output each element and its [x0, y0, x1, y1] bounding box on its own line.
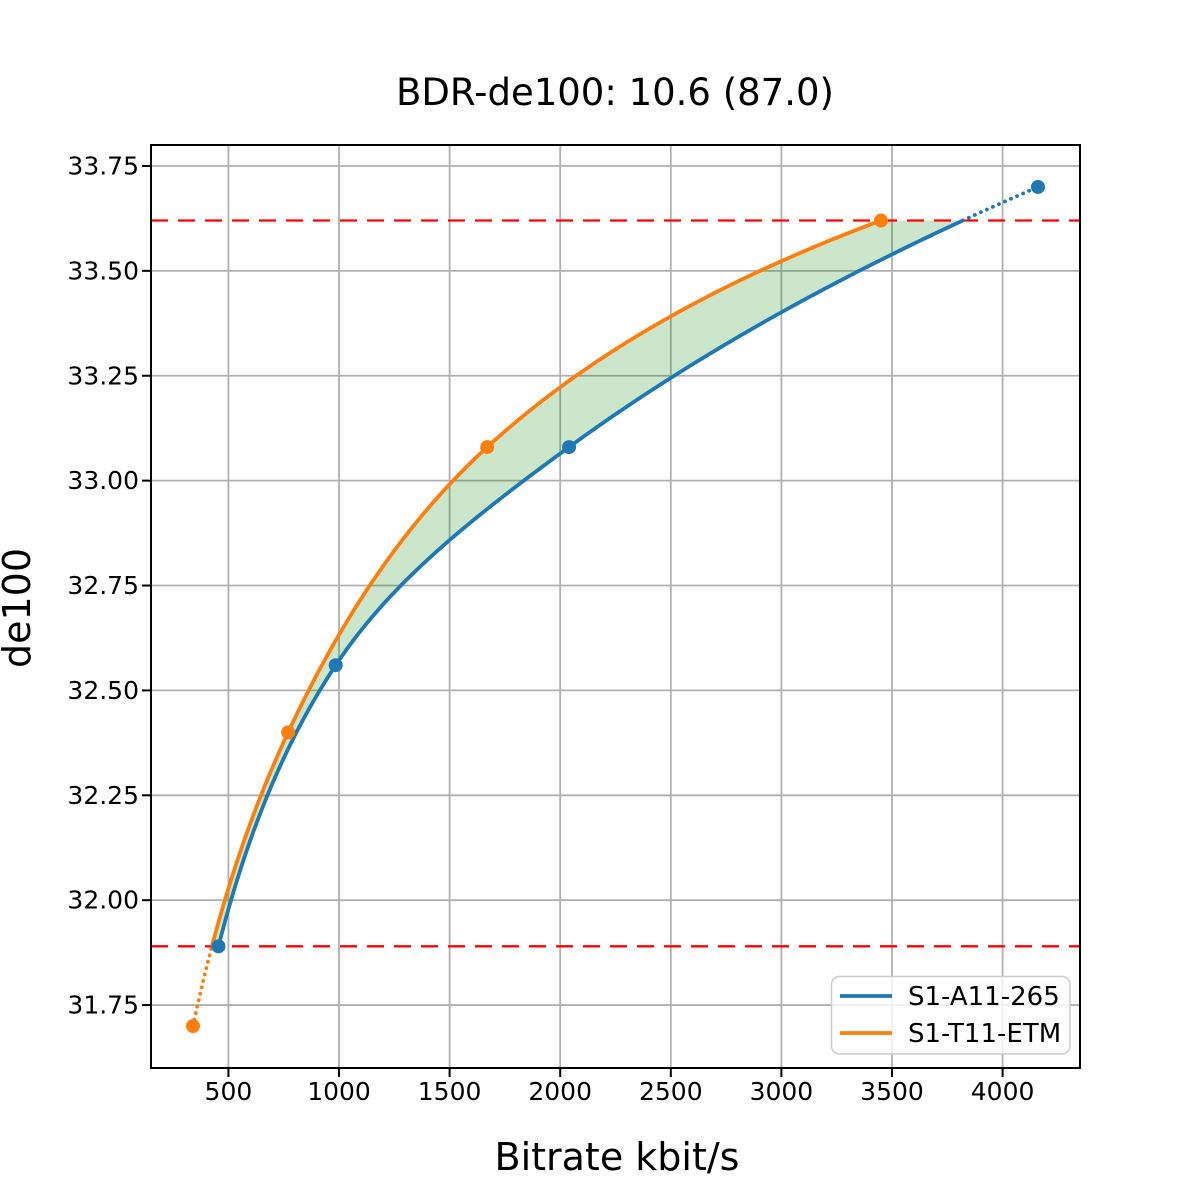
x-tick-label: 4000 — [971, 1077, 1035, 1106]
legend: S1-A11-265 S1-T11-ETM — [830, 975, 1071, 1055]
s1-t11-etm-curve — [210, 218, 882, 947]
y-tick-label: 32.25 — [67, 781, 139, 810]
x-tick-label: 2500 — [639, 1077, 703, 1106]
y-tick-label: 33.75 — [67, 151, 139, 180]
y-tick-label: 32.50 — [67, 676, 139, 705]
s1-a11-265-marker — [211, 939, 226, 954]
chart-title: BDR-de100: 10.6 (87.0) — [396, 71, 834, 114]
s1-t11-etm-curve-dotted — [191, 944, 214, 1028]
s1-a11-265-marker — [1030, 179, 1045, 194]
s1-a11-265-curve-dotted — [960, 185, 1040, 223]
x-tick-label: 1500 — [418, 1077, 482, 1106]
x-tick-label: 3000 — [750, 1077, 814, 1106]
s1-a11-265-marker — [328, 658, 343, 673]
axis-ticks — [142, 164, 1004, 1077]
s1-t11-etm-marker — [873, 213, 888, 228]
y-tick-label: 33.50 — [67, 256, 139, 285]
s1-a11-265-curve — [216, 218, 964, 947]
y-tick-label: 33.00 — [67, 466, 139, 495]
series-curves — [191, 185, 1040, 1028]
s1-a11-265-marker — [562, 440, 577, 455]
s1-t11-etm-marker — [186, 1019, 201, 1034]
legend-label-s1-t11-etm: S1-T11-ETM — [908, 1019, 1061, 1049]
series-markers — [186, 179, 1045, 1034]
y-tick-label: 31.75 — [67, 991, 139, 1020]
bd-fill-polygon — [211, 220, 963, 947]
s1-t11-etm-marker — [281, 725, 296, 740]
reference-hlines — [151, 219, 1080, 948]
legend-label-s1-a11-265: S1-A11-265 — [908, 982, 1060, 1012]
plot-frame — [150, 144, 1081, 1069]
y-tick-label: 32.75 — [67, 571, 139, 600]
grid-lines — [151, 145, 1080, 1068]
y-tick-label: 33.25 — [67, 361, 139, 390]
axis-tick-labels: 500 1000 1500 2000 2500 3000 3500 4000 31.75 32.0… — [67, 151, 1034, 1106]
x-tick-label: 2000 — [528, 1077, 592, 1106]
y-tick-label: 32.00 — [67, 886, 139, 915]
bd-shaded-area — [211, 220, 963, 947]
x-tick-label: 500 — [205, 1077, 253, 1106]
x-tick-label: 3500 — [860, 1077, 924, 1106]
y-axis-label: de100 — [0, 548, 39, 668]
x-axis-label: Bitrate kbit/s — [495, 1135, 740, 1179]
s1-t11-etm-marker — [480, 440, 495, 455]
x-tick-label: 1000 — [307, 1077, 371, 1106]
